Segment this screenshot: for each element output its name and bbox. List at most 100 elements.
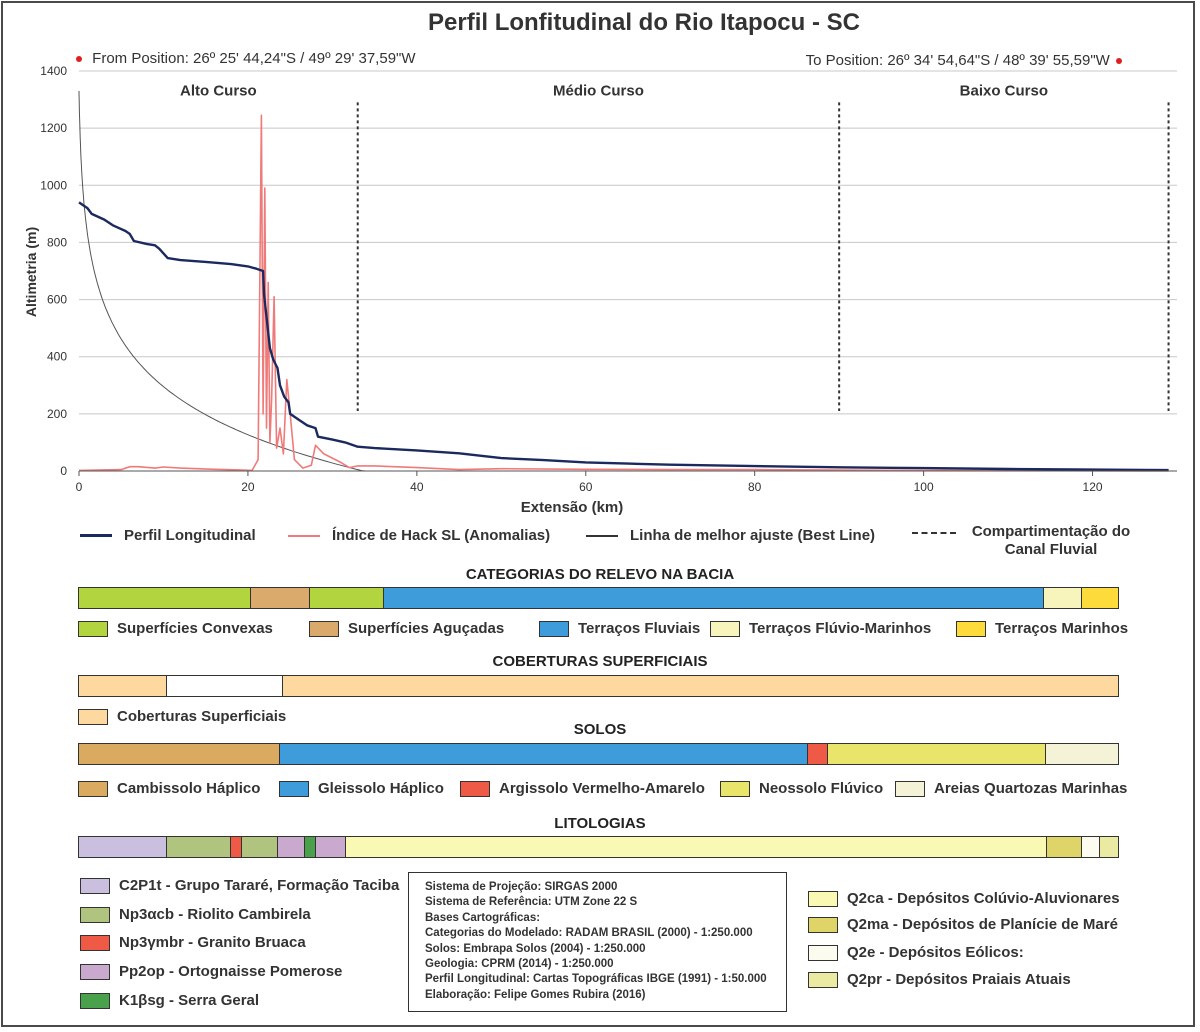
- legend-swatch-compartment: [912, 532, 956, 534]
- litologias-legend-item: Np3γmbr - Granito Bruaca: [80, 934, 306, 951]
- litologias-legend-label: C2P1t - Grupo Tararé, Formação Taciba: [119, 877, 400, 894]
- litologias-segment: [346, 837, 1047, 857]
- metadata-line: Bases Cartográficas:: [425, 911, 541, 924]
- y-axis-label: Altimetria (m): [23, 227, 39, 317]
- relevo-segment: [251, 588, 311, 608]
- x-axis-label: Extensão (km): [521, 499, 624, 516]
- to-position: To Position: 26º 34' 54,64"S / 48º 39' 5…: [806, 52, 1122, 69]
- solos-legend-label: Cambissolo Háplico: [117, 780, 261, 797]
- relevo-legend-item: Terraços Fluviais: [539, 620, 700, 637]
- start-marker-icon: [76, 56, 82, 63]
- litologias-legend-label: Q2pr - Depósitos Praiais Atuais: [847, 971, 1071, 988]
- relevo-legend-label: Terraços Flúvio-Marinhos: [749, 620, 932, 637]
- legend-swatch-perfil: [80, 534, 112, 537]
- litologias-bar: [78, 836, 1119, 858]
- y-tick-label: 800: [47, 235, 67, 249]
- relevo-legend-label: Terraços Marinhos: [995, 620, 1129, 637]
- litologias-segment: [1100, 837, 1118, 857]
- x-tick-label: 0: [76, 480, 83, 494]
- litologias-legend-swatch: [808, 944, 838, 961]
- end-marker-icon: [1116, 58, 1122, 65]
- y-tick-label: 1200: [40, 121, 67, 135]
- relevo-legend-label: Terraços Fluviais: [578, 620, 701, 637]
- relevo-legend-label: Superfícies Aguçadas: [348, 620, 505, 637]
- profile-chart: Perfil Lonfitudinal do Rio Itapocu - SC …: [23, 9, 1177, 516]
- litologias-legend-swatch: [80, 934, 110, 951]
- litologias-legend-label: Q2ca - Depósitos Colúvio-Aluvionares: [847, 890, 1120, 907]
- litologias-legend-item: C2P1t - Grupo Tararé, Formação Taciba: [80, 877, 399, 894]
- legend-label-compartment: Compartimentação do Canal Fluvial: [971, 523, 1131, 558]
- coberturas-segment: [167, 676, 283, 696]
- litologias-legend-item: Q2e - Depósitos Eólicos:: [808, 944, 1024, 961]
- y-tick-label: 400: [47, 350, 67, 364]
- metadata-line: Elaboração: Felipe Gomes Rubira (2016): [425, 988, 646, 1001]
- solos-legend-label: Argissolo Vermelho-Amarelo: [499, 780, 705, 797]
- solos-legend-swatch: [279, 780, 309, 797]
- legend-hack: Índice de Hack SL (Anomalias): [288, 527, 550, 544]
- axes: 0 200 400 600 800 1000 1200 1400 0 20 40 60 80 100 120: [40, 64, 1177, 494]
- coberturas-legend-item: Coberturas Superficiais: [78, 708, 286, 725]
- series-line-hack: [78, 114, 1169, 472]
- relevo-segment: [383, 588, 1045, 608]
- from-position: From Position: 26º 25' 44,24"S / 49º 29'…: [76, 50, 416, 67]
- coberturas-legend-label: Coberturas Superficiais: [117, 708, 287, 725]
- compartment-label: Médio Curso: [553, 82, 644, 99]
- litologias-legend-swatch: [80, 877, 110, 894]
- solos-legend-swatch: [78, 780, 108, 797]
- solos-legend-item: Areias Quartozas Marinhas: [895, 780, 1127, 797]
- litologias-legend-label: Pp2op - Ortognaisse Pomerose: [119, 963, 343, 980]
- y-tick-label: 0: [60, 464, 67, 478]
- solos-segment: [279, 744, 808, 764]
- relevo-legend-swatch: [710, 620, 740, 637]
- compartment-label: Alto Curso: [180, 82, 257, 99]
- legend-compartment: Compartimentação do Canal Fluvial: [910, 523, 1140, 563]
- solos-legend-item: Neossolo Flúvico: [720, 780, 883, 797]
- x-tick-label: 60: [579, 480, 593, 494]
- y-tick-label: 600: [47, 293, 67, 307]
- solos-segment: [79, 744, 280, 764]
- solos-legend-item: Cambissolo Háplico: [78, 780, 260, 797]
- solos-legend-label: Gleissolo Háplico: [318, 780, 444, 797]
- coberturas-bar: [78, 675, 1119, 697]
- compartment-label: Baixo Curso: [960, 82, 1048, 99]
- x-tick-label: 40: [410, 480, 424, 494]
- relevo-legend-item: Superfícies Convexas: [78, 620, 273, 637]
- relevo-legend-swatch: [78, 620, 108, 637]
- x-tick-label: 20: [241, 480, 255, 494]
- metadata-line: Sistema de Projeção: SIRGAS 2000: [425, 881, 618, 893]
- chart-title: Perfil Lonfitudinal do Rio Itapocu - SC: [428, 9, 860, 36]
- x-tick-label: 120: [1083, 480, 1103, 494]
- relevo-legend-swatch: [539, 620, 569, 637]
- litologias-legend-swatch: [80, 992, 110, 1009]
- metadata-line: Perfil Longitudinal: Cartas Topográficas…: [425, 973, 767, 986]
- relevo-legend-label: Superfícies Convexas: [117, 620, 273, 637]
- relevo-segment: [79, 588, 252, 608]
- litologias-legend-label: K1βsg - Serra Geral: [119, 992, 260, 1009]
- litologias-legend-item: Q2ca - Depósitos Colúvio-Aluvionares: [808, 890, 1120, 907]
- legend-perfil: Perfil Longitudinal: [80, 527, 256, 544]
- relevo-legend-item: Terraços Marinhos: [956, 620, 1128, 637]
- relevo-legend-item: Superfícies Aguçadas: [309, 620, 504, 637]
- metadata-line: Categorias do Modelado: RADAM BRASIL (20…: [425, 927, 753, 940]
- solos-segment: [827, 744, 1046, 764]
- litologias-legend-label: Q2ma - Depósitos de Planície de Maré: [847, 916, 1118, 933]
- litologias-segment: [1081, 837, 1101, 857]
- litologias-segment: [167, 837, 232, 857]
- solos-segment: [1045, 744, 1118, 764]
- solos-legend-item: Argissolo Vermelho-Amarelo: [460, 780, 705, 797]
- x-tick-label: 100: [914, 480, 934, 494]
- litologias-legend-swatch: [808, 890, 838, 907]
- litologias-legend-label: Q2e - Depósitos Eólicos:: [847, 944, 1024, 961]
- solos-segment: [807, 744, 828, 764]
- solos-legend-swatch: [460, 780, 490, 797]
- litologias-legend-item: K1βsg - Serra Geral: [80, 992, 259, 1009]
- from-position-text: From Position: 26º 25' 44,24"S / 49º 29'…: [92, 50, 416, 67]
- solos-title: SOLOS: [573, 721, 627, 738]
- coberturas-segment: [79, 676, 168, 696]
- litologias-legend-label: Np3γmbr - Granito Bruaca: [119, 934, 306, 951]
- relevo-title: CATEGORIAS DO RELEVO NA BACIA: [465, 566, 735, 583]
- relevo-legend-swatch: [309, 620, 339, 637]
- litologias-legend-item: Pp2op - Ortognaisse Pomerose: [80, 963, 342, 980]
- litologias-segment: [1046, 837, 1082, 857]
- y-tick-label: 200: [47, 407, 67, 421]
